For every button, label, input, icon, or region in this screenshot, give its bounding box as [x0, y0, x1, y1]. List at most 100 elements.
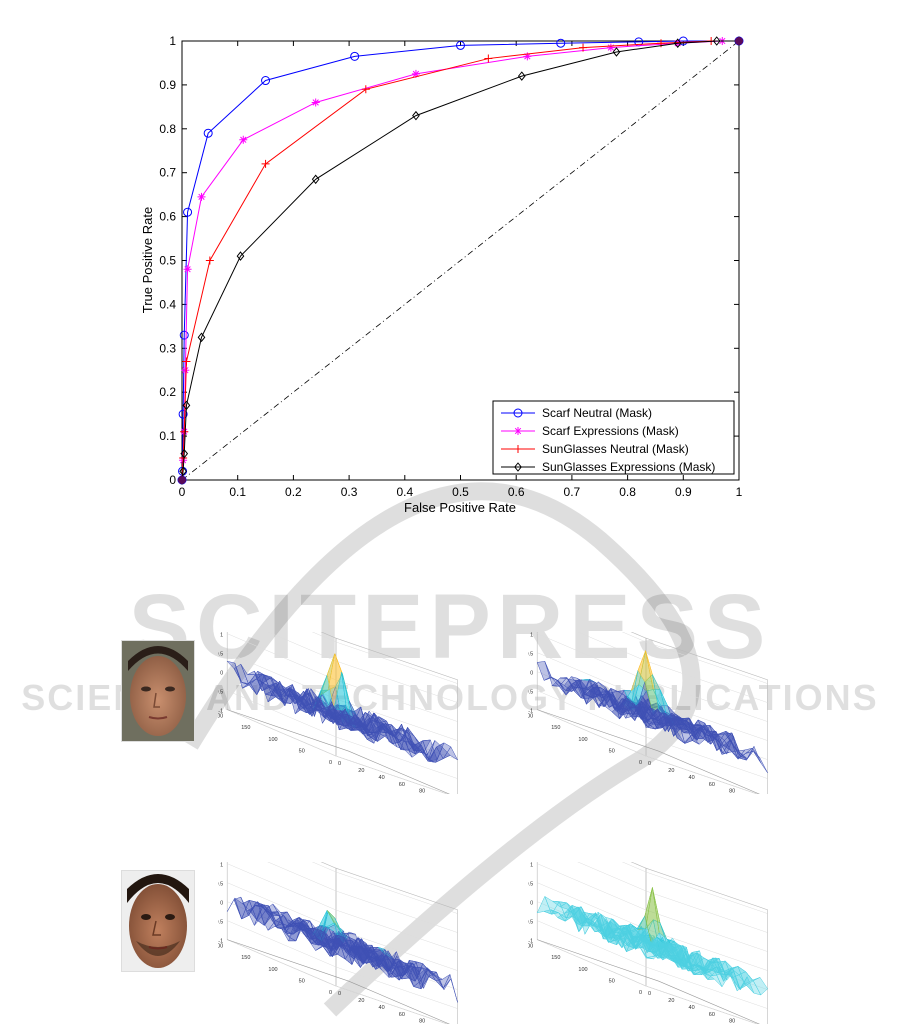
- right-axis-tick-label: 20: [358, 768, 364, 774]
- data-point-series-3: [484, 54, 493, 63]
- left-axis-tick-label: 150: [241, 955, 250, 961]
- surface-side-pane: [335, 637, 458, 794]
- legend-label-4: SunGlasses Expressions (Mask): [542, 460, 715, 474]
- data-point-series-3: [361, 85, 370, 94]
- series-line-4: [181, 40, 739, 481]
- surface-grid-line: [537, 882, 768, 971]
- z-tick-label: -1: [218, 709, 223, 715]
- left-axis-tick-label: 0: [639, 990, 642, 996]
- left-axis-tick-label: 200: [528, 714, 533, 720]
- surface-grid-line: [227, 920, 458, 1009]
- legend-marker-3: [514, 445, 522, 453]
- surface-plot-1: 21.510.50-0.5-1x 10200150100500020406080…: [218, 632, 459, 794]
- right-axis-tick-label: 20: [668, 768, 674, 774]
- right-axis-tick-label: 80: [729, 789, 735, 794]
- surface-floor-edge: [537, 709, 760, 794]
- x-tick-label: 1: [736, 485, 743, 499]
- data-point-series-1: [261, 76, 271, 86]
- right-axis-tick-label: 40: [689, 1005, 695, 1011]
- data-point-series-2: [239, 135, 248, 144]
- z-tick-label: 1: [220, 633, 223, 639]
- right-axis-tick-label: 60: [709, 1012, 715, 1018]
- left-axis-tick-label: 100: [268, 737, 277, 743]
- left-axis-tick-label: 0: [639, 760, 642, 766]
- right-axis-tick-label: 60: [399, 782, 405, 788]
- surface-grid-line: [227, 690, 458, 779]
- face-photo-neutral: [121, 640, 195, 742]
- z-tick-label: 0: [220, 671, 223, 677]
- series-line-1: [181, 40, 739, 481]
- roc-chart: 0 0.1 0.2 0.3 0.4 0.5 0.6 0.7 0.8 0.9 1 0 0.1 0.2 0.3…: [140, 34, 744, 515]
- surface-grid-line: [621, 862, 768, 914]
- surface-grid-line: [537, 633, 768, 722]
- left-axis-tick-label: 150: [551, 725, 560, 731]
- surface-grid-line: [267, 862, 458, 933]
- z-tick-label: -0.5: [218, 690, 223, 696]
- y-tick-label: 0.6: [159, 210, 176, 224]
- z-tick-label: -1: [528, 709, 533, 715]
- surface-floor-edge: [227, 709, 450, 794]
- data-point-series-1: [183, 207, 193, 217]
- data-point-series-1: [178, 409, 188, 419]
- data-point-series-4: [311, 174, 320, 185]
- left-axis-tick-label: 100: [268, 967, 277, 973]
- right-axis-tick-label: 0: [648, 991, 651, 997]
- data-point-series-3: [261, 159, 270, 168]
- left-axis-tick-label: 200: [528, 944, 533, 950]
- surface-grid-line: [227, 863, 458, 952]
- z-tick-label: -1: [528, 939, 533, 945]
- y-tick-label: 0.4: [159, 297, 176, 311]
- right-axis-tick-label: 80: [419, 1019, 425, 1024]
- data-point-series-2: [523, 52, 532, 61]
- z-tick-label: -0.5: [218, 920, 223, 926]
- data-point-series-3: [205, 256, 214, 265]
- left-axis-tick-label: 0: [329, 990, 332, 996]
- data-point-series-3: [180, 427, 189, 436]
- legend-marker-2: [514, 427, 522, 435]
- z-tick-label: 0: [530, 671, 533, 677]
- surface-grid-line: [577, 632, 768, 703]
- x-tick-label: 0.8: [619, 485, 636, 499]
- legend-marker-4: [514, 462, 522, 472]
- left-axis-tick-label: 150: [241, 725, 250, 731]
- data-point-series-1: [179, 330, 189, 340]
- data-point-series-1: [203, 128, 213, 138]
- endpoint-marker: [735, 37, 743, 45]
- y-tick-label: 0.5: [159, 254, 176, 268]
- data-point-series-1: [456, 40, 465, 50]
- left-axis-tick-label: 50: [609, 748, 615, 754]
- left-axis-tick-label: 150: [551, 955, 560, 961]
- legend-label-1: Scarf Neutral (Mask): [542, 406, 652, 420]
- z-tick-label: 0: [220, 901, 223, 907]
- surface-grid-line: [311, 862, 458, 914]
- left-axis-tick-label: 50: [299, 748, 305, 754]
- legend-label-2: Scarf Expressions (Mask): [542, 424, 679, 438]
- x-tick-label: 0.5: [452, 485, 469, 499]
- data-point-series-4: [612, 47, 621, 57]
- legend-label-3: SunGlasses Neutral (Mask): [542, 442, 689, 456]
- z-tick-label: -0.5: [528, 690, 533, 696]
- face-photo-expression: [121, 870, 195, 972]
- right-axis-tick-label: 60: [709, 782, 715, 788]
- left-axis-tick-label: 100: [578, 737, 587, 743]
- data-point-series-4: [179, 466, 187, 477]
- x-tick-label: 0.2: [285, 485, 302, 499]
- right-axis-tick-label: 0: [338, 761, 341, 767]
- data-point-series-4: [673, 38, 682, 48]
- surface-mesh: [226, 652, 459, 763]
- z-tick-label: 1: [530, 863, 533, 869]
- left-axis-tick-label: 200: [218, 714, 223, 720]
- z-tick-label: 1: [530, 633, 533, 639]
- data-point-series-2: [606, 43, 615, 52]
- data-point-series-4: [517, 71, 526, 81]
- data-point-series-3: [182, 357, 191, 366]
- y-tick-label: 0.3: [159, 341, 176, 355]
- surface-side-pane: [645, 867, 768, 1024]
- z-tick-label: 0: [530, 901, 533, 907]
- right-axis-tick-label: 40: [379, 1005, 385, 1011]
- surface-grid-line: [577, 862, 768, 933]
- surface-floor-edge: [227, 939, 450, 1024]
- y-tick-label: 0: [169, 473, 176, 487]
- right-axis-tick-label: 80: [419, 789, 425, 794]
- data-point-series-2: [197, 192, 206, 201]
